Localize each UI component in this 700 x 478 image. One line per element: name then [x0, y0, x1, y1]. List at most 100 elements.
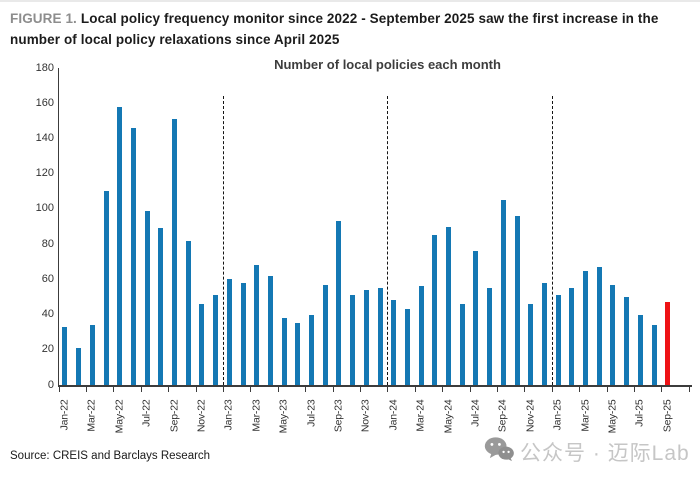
- bar-Jul-23: [309, 314, 315, 385]
- x-axis-tick: [277, 387, 279, 392]
- x-tick-label-Jul-23: Jul-23: [305, 399, 318, 427]
- x-axis-tick: [551, 387, 553, 392]
- x-tick-label-May-23: May-23: [277, 399, 290, 434]
- x-tick-label-Mar-22: Mar-22: [85, 399, 98, 432]
- bar-Aug-25: [651, 325, 657, 385]
- bar-May-22: [117, 106, 123, 385]
- y-tick-label: 40: [41, 308, 54, 321]
- bar-Oct-23: [350, 295, 356, 385]
- year-separator-Jan-24: [387, 96, 389, 385]
- x-tick-label-Nov-23: Nov-23: [359, 399, 372, 433]
- x-tick-label-Sep-22: Sep-22: [168, 399, 181, 433]
- x-axis-tick: [305, 387, 307, 392]
- bar-Nov-22: [199, 303, 205, 385]
- y-tick-label: 160: [35, 96, 54, 109]
- bar-Aug-24: [487, 288, 493, 385]
- y-tick-label: 140: [35, 131, 54, 144]
- bar-Jan-22: [62, 326, 68, 385]
- bar-Feb-24: [404, 309, 410, 385]
- x-axis-tick: [222, 387, 225, 392]
- watermark: 公众号 · 迈际Lab: [484, 436, 690, 467]
- y-tick-label: 60: [41, 272, 54, 285]
- bar-Jul-22: [144, 210, 150, 385]
- x-axis-tick: [332, 387, 334, 392]
- bar-May-23: [281, 318, 287, 385]
- y-tick-label: 120: [35, 167, 54, 180]
- bar-May-24: [446, 226, 452, 385]
- bar-Dec-22: [213, 295, 219, 385]
- bar-Apr-25: [596, 267, 602, 385]
- x-axis-tick: [524, 387, 526, 392]
- x-tick-label-May-24: May-24: [442, 399, 455, 434]
- x-axis-tick: [606, 387, 608, 392]
- figure-title-line1: FIGURE 1. Local policy frequency monitor …: [10, 8, 694, 29]
- chart-title: Number of local policies each month: [274, 57, 501, 72]
- x-axis-tick: [58, 387, 60, 392]
- y-tick-label: 180: [35, 61, 54, 74]
- x-axis-tick: [469, 387, 471, 392]
- y-tick-label: 80: [41, 237, 54, 250]
- x-axis-tick: [85, 387, 88, 392]
- x-axis-tick: [359, 387, 362, 392]
- x-axis-tick: [688, 387, 690, 392]
- bar-Mar-24: [418, 286, 424, 385]
- bar-Sep-24: [500, 200, 506, 385]
- bar-Mar-23: [254, 265, 260, 385]
- bar-Oct-22: [185, 240, 191, 385]
- bar-Jul-25: [637, 314, 643, 385]
- bar-Oct-24: [514, 215, 520, 385]
- x-axis-tick: [579, 387, 581, 392]
- x-tick-label-Jan-24: Jan-24: [387, 399, 400, 431]
- x-axis-tick: [387, 387, 389, 392]
- x-tick-label-Mar-23: Mar-23: [250, 399, 263, 432]
- x-axis-tick: [250, 387, 252, 392]
- bar-Mar-22: [89, 325, 95, 385]
- bar-Sep-23: [336, 221, 342, 385]
- bar-May-25: [610, 284, 616, 385]
- y-axis-line: [57, 68, 59, 386]
- source-note: Source: CREIS and Barclays Research: [10, 450, 211, 462]
- bar-Apr-24: [432, 235, 438, 385]
- bar-Aug-22: [158, 228, 164, 385]
- x-tick-label-Jul-24: Jul-24: [469, 399, 482, 427]
- year-separator-Jan-23: [222, 96, 224, 385]
- y-tick-label: 20: [41, 343, 54, 356]
- bar-Jul-24: [473, 251, 479, 385]
- x-axis-tick: [168, 387, 170, 392]
- x-tick-label-Nov-22: Nov-22: [195, 399, 208, 433]
- x-axis-tick: [496, 387, 499, 392]
- year-separator-Jan-25: [551, 96, 553, 385]
- bar-Jun-24: [459, 303, 465, 385]
- x-axis-tick: [661, 387, 663, 392]
- bar-Mar-25: [583, 270, 589, 385]
- bar-Dec-24: [541, 282, 547, 385]
- bar-Jun-23: [295, 323, 301, 385]
- x-axis-tick: [633, 387, 636, 392]
- x-axis-tick: [140, 387, 142, 392]
- x-axis-line: [57, 384, 692, 387]
- figure-number-label: FIGURE 1.: [10, 11, 77, 26]
- bar-Jun-22: [130, 127, 136, 385]
- bar-Jun-25: [624, 296, 630, 385]
- bar-Feb-22: [76, 348, 82, 385]
- bar-Jan-24: [391, 300, 397, 385]
- x-tick-label-Jan-23: Jan-23: [222, 399, 235, 431]
- y-tick-label: 0: [47, 378, 54, 391]
- bar-Aug-23: [322, 284, 328, 385]
- bar-Sep-22: [172, 119, 178, 385]
- x-tick-label-Mar-24: Mar-24: [414, 399, 427, 432]
- figure-title-text-1: Local policy frequency monitor since 202…: [80, 11, 659, 26]
- x-tick-label-Jul-22: Jul-22: [140, 399, 153, 427]
- bar-Feb-23: [240, 282, 246, 385]
- x-axis-tick: [442, 387, 444, 392]
- x-axis-tick: [195, 387, 197, 392]
- x-tick-label-Sep-23: Sep-23: [332, 399, 345, 433]
- y-tick-label: 100: [35, 202, 54, 215]
- bar-Apr-23: [267, 275, 273, 385]
- bar-Jan-25: [555, 295, 561, 385]
- bar-Feb-25: [569, 288, 575, 385]
- bar-Sep-25: [665, 302, 671, 385]
- bar-Apr-22: [103, 191, 109, 385]
- wechat-icon: [484, 436, 514, 467]
